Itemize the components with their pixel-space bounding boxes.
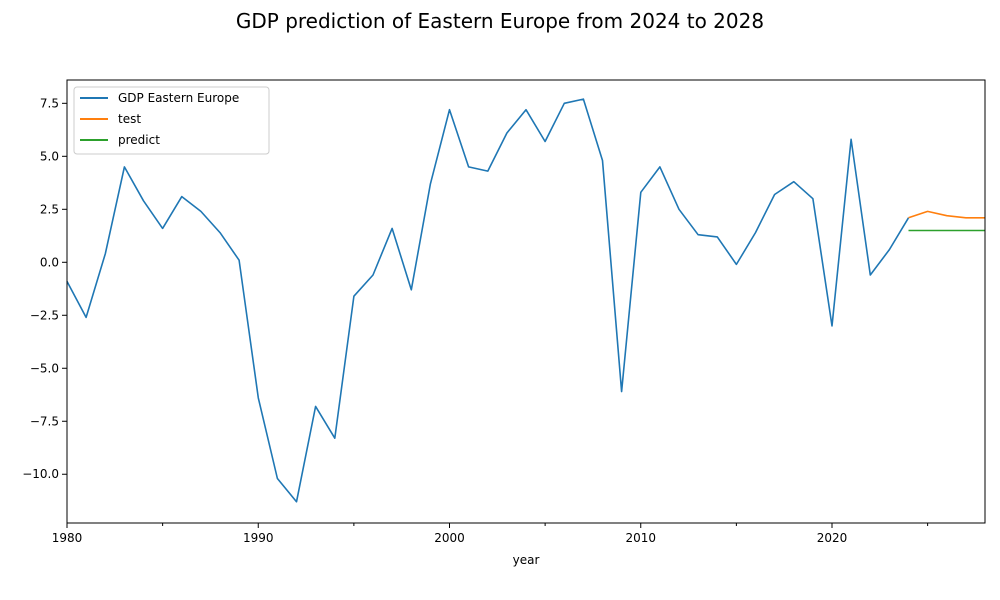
legend-label-2: predict [118, 133, 160, 147]
y-tick-label: −10.0 [22, 467, 59, 481]
y-tick-label: −2.5 [30, 308, 59, 322]
plot-frame [66, 79, 986, 524]
x-tick-label: 2000 [434, 531, 465, 545]
chart-title: GDP prediction of Eastern Europe from 20… [236, 9, 764, 33]
x-tick-label: 2010 [625, 531, 656, 545]
x-axis-label: year [513, 553, 540, 567]
y-tick-label: 7.5 [40, 96, 59, 110]
x-axis: 1980 1990 2000 2010 2020 [52, 523, 929, 545]
legend: GDP Eastern Europe test predict [73, 86, 270, 155]
legend-label-0: GDP Eastern Europe [118, 91, 239, 105]
series-line-0 [66, 98, 910, 503]
y-tick-label: 5.0 [40, 149, 59, 163]
series-line-1 [908, 210, 985, 219]
x-tick-label: 1990 [243, 531, 274, 545]
series-layer [66, 98, 985, 503]
y-axis: 7.5 5.0 2.5 0.0 −2.5 −5.0 −7.5 −10.0 [22, 96, 67, 481]
y-tick-label: 0.0 [40, 255, 59, 269]
y-tick-label: 2.5 [40, 202, 59, 216]
legend-box [73, 86, 270, 155]
y-tick-label: −5.0 [30, 361, 59, 375]
y-tick-label: −7.5 [30, 414, 59, 428]
x-tick-label: 2020 [817, 531, 848, 545]
legend-label-1: test [118, 112, 141, 126]
x-tick-label: 1980 [52, 531, 83, 545]
